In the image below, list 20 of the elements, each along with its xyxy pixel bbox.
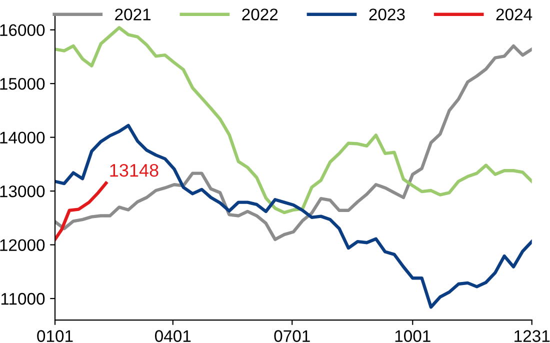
y-tick-label: 11000 xyxy=(1,292,45,305)
legend-label: 2023 xyxy=(369,8,405,20)
x-tick-label: 0701 xyxy=(274,330,310,342)
line-series xyxy=(55,124,532,309)
y-tick-label: 13000 xyxy=(0,185,45,198)
y-tick-label: 16000 xyxy=(0,24,45,36)
x-tick-label: 1001 xyxy=(395,330,430,342)
data-label: 13148 xyxy=(110,164,158,177)
line-series xyxy=(55,26,532,214)
legend-label: 2022 xyxy=(242,8,278,20)
y-tick-label: 12000 xyxy=(0,239,45,251)
y-tick-label: 15000 xyxy=(0,78,45,90)
line-series xyxy=(55,182,108,242)
line-series xyxy=(55,44,532,242)
legend-label: 2021 xyxy=(115,8,151,20)
y-tick-label: 14000 xyxy=(0,132,45,144)
x-tick-label: 0101 xyxy=(37,330,73,342)
x-tick-label: 1231 xyxy=(514,330,550,342)
x-tick-label: 0401 xyxy=(155,330,191,342)
legend-label: 2024 xyxy=(496,8,532,20)
